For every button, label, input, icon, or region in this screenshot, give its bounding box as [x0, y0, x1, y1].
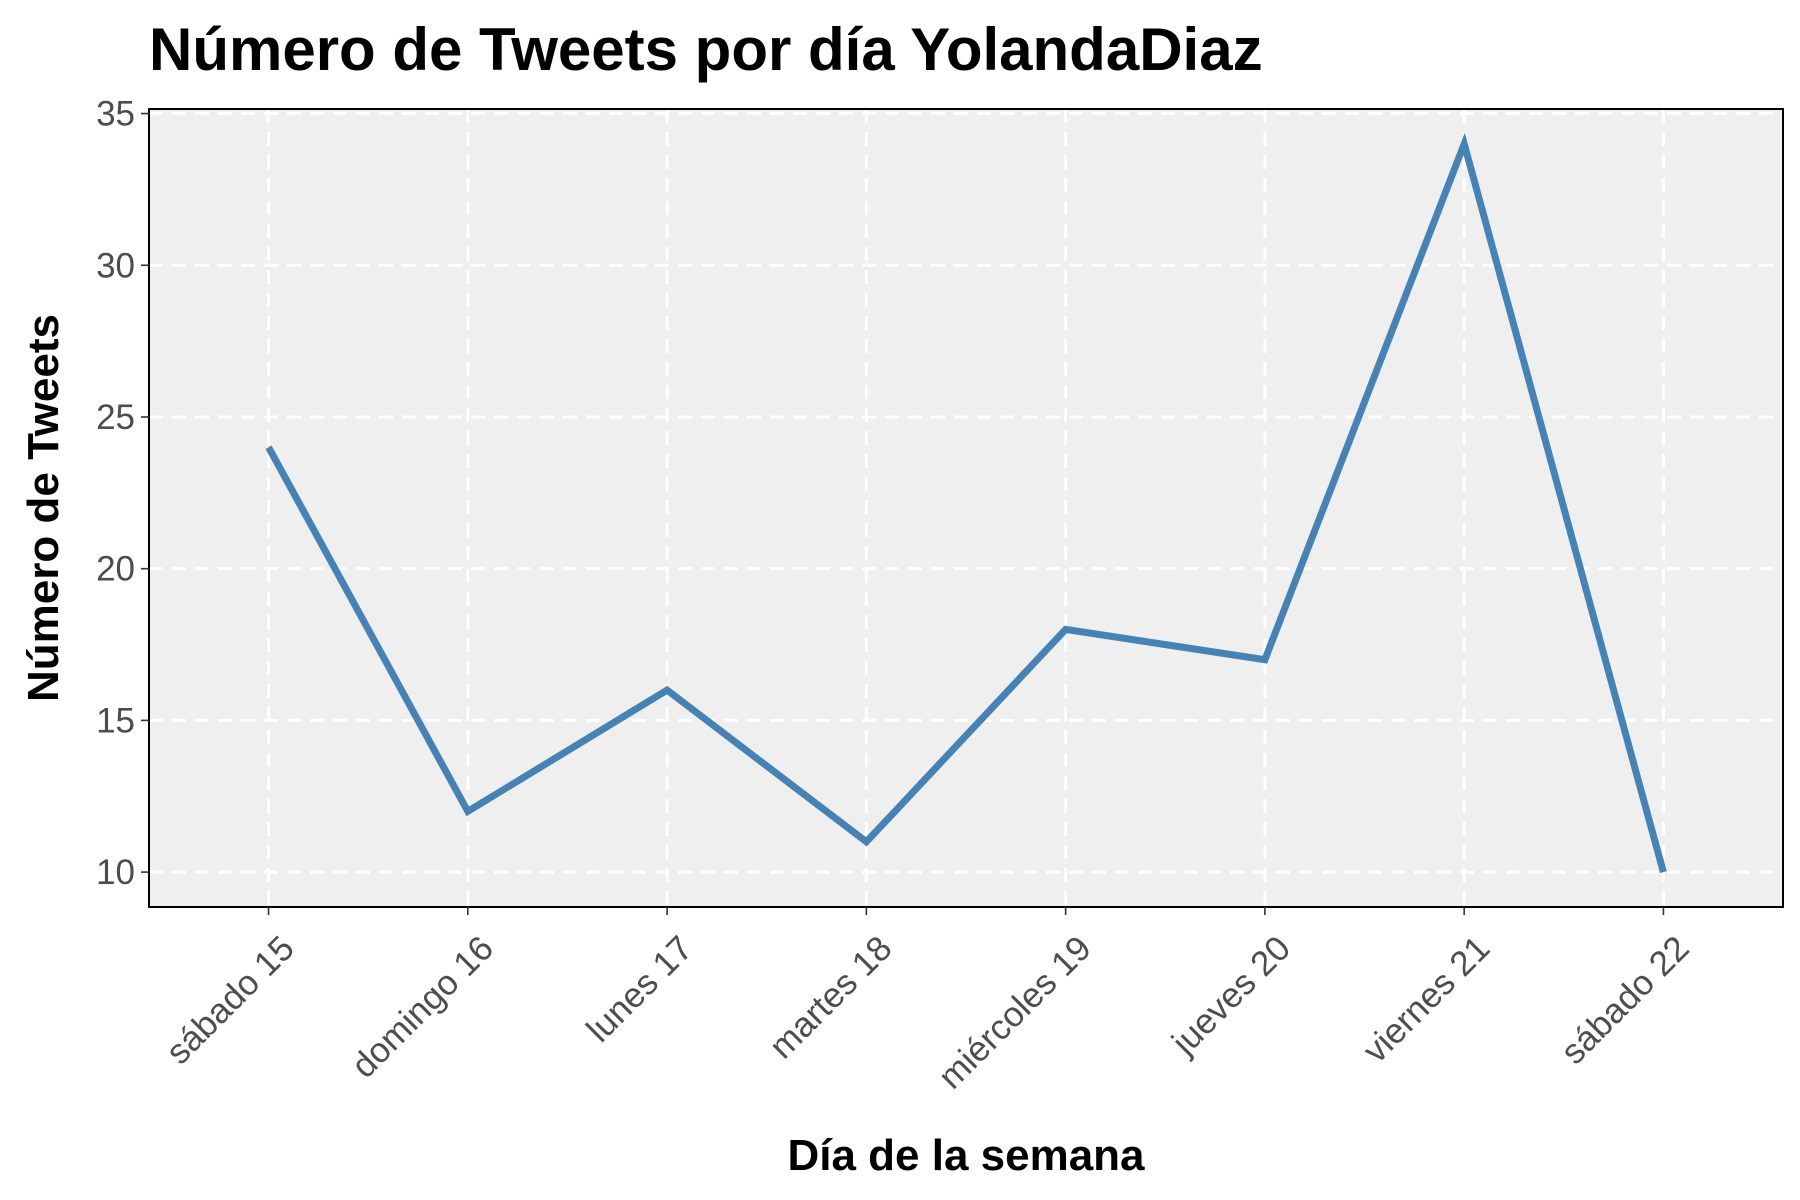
- y-axis-label: Número de Tweets: [19, 314, 68, 702]
- y-tick-label: 20: [96, 550, 135, 589]
- data-point: [1461, 140, 1468, 147]
- data-point: [664, 687, 671, 694]
- plot-panel: [149, 109, 1783, 907]
- data-point: [1062, 626, 1069, 633]
- series-layer: [265, 132, 1667, 876]
- x-tick-label: martes 18: [762, 929, 900, 1067]
- y-tick-label: 15: [96, 701, 135, 740]
- y-tick-label: 25: [96, 398, 135, 437]
- chart-title: Número de Tweets por día YolandaDiaz: [149, 16, 1263, 83]
- x-tick-label: miércoles 19: [931, 929, 1099, 1097]
- x-tick-label: domingo 16: [344, 929, 501, 1086]
- x-tick-label: sábado 22: [1553, 929, 1696, 1072]
- x-tick-label: sábado 15: [159, 929, 302, 1072]
- x-axis: sábado 15 domingo 16 lunes 17 martes 18 miér…: [159, 907, 1697, 1096]
- x-axis-label: Día de la semana: [787, 1131, 1145, 1180]
- y-tick-label: 30: [96, 246, 135, 285]
- y-tick-label: 35: [96, 95, 135, 134]
- grid: [149, 109, 1783, 907]
- data-point: [863, 838, 870, 845]
- data-point: [464, 808, 471, 815]
- x-tick-label: lunes 17: [579, 929, 700, 1050]
- y-axis: 10 15 20 25 30 35: [96, 95, 149, 892]
- data-point: [1660, 869, 1667, 876]
- data-point: [265, 444, 272, 451]
- x-tick-label: viernes 21: [1356, 929, 1498, 1071]
- data-point: [1261, 656, 1268, 663]
- y-tick-label: 10: [96, 853, 135, 892]
- series-line: [265, 132, 1667, 874]
- plot-border: [148, 108, 1784, 908]
- x-tick-label: jueves 20: [1164, 929, 1298, 1063]
